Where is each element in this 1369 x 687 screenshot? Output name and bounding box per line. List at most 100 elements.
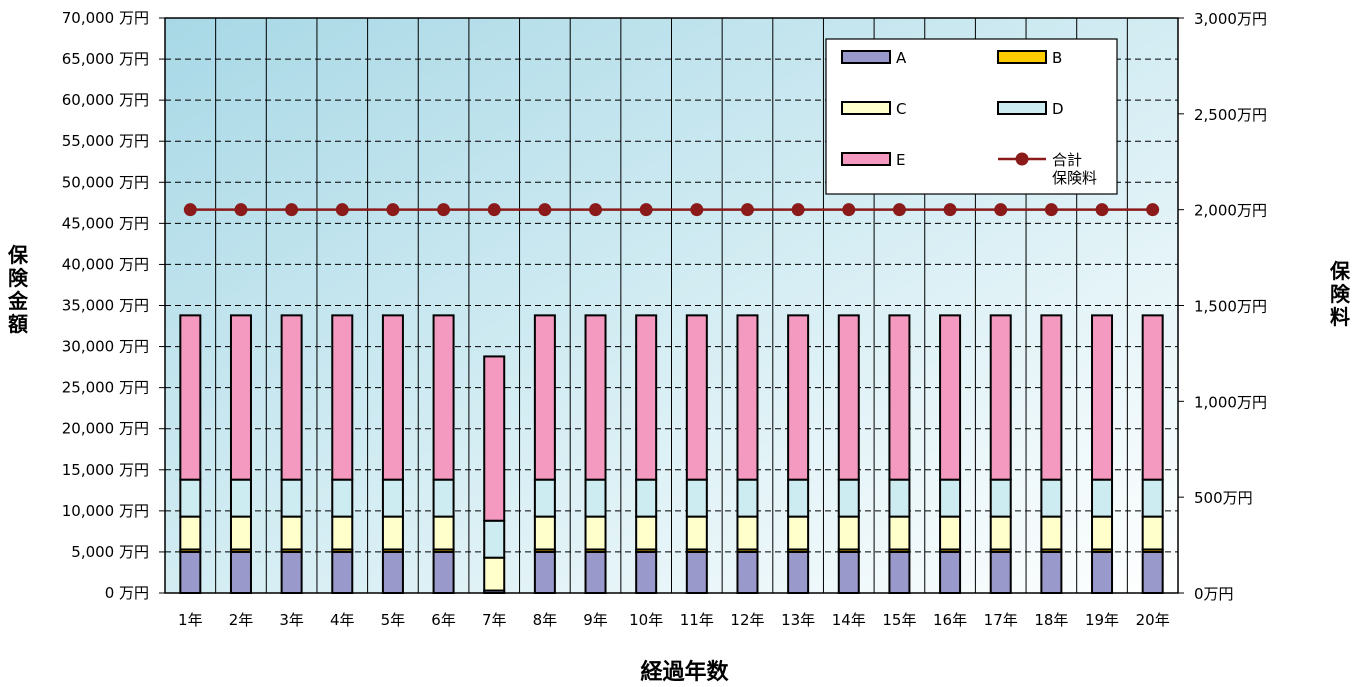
x-tick-label: 9年: [583, 611, 608, 629]
bar-segment-E: [280, 314, 303, 481]
bar-segment-E: [533, 314, 556, 481]
bar-segment-A: [837, 550, 860, 595]
legend-box: [825, 38, 1118, 195]
left-axis-ticks: 0 万円 5,000 万円 10,000 万円 15,000 万円 20,000 万円 2…: [62, 9, 165, 602]
x-tick-label: 20年: [1136, 611, 1170, 629]
bar-segment-D: [685, 478, 708, 518]
premium-point: [1095, 203, 1109, 217]
bar-segment-E: [989, 314, 1012, 481]
y-tick-label: 60,000 万円: [62, 91, 149, 109]
x-tick-label: 13年: [781, 611, 815, 629]
y-tick-label: 55,000 万円: [62, 132, 149, 150]
y-tick-label: 40,000 万円: [62, 255, 149, 273]
y2-tick-label: 1,500万円: [1194, 298, 1267, 316]
bar-segment-D: [736, 478, 759, 518]
bar-segment-D: [331, 478, 354, 518]
bar-segment-C: [837, 515, 860, 551]
y-tick-label: 25,000 万円: [62, 379, 149, 397]
y2-axis-title: 保険料: [1330, 259, 1350, 329]
bar-segment-E: [635, 314, 658, 481]
bar-segment-E: [331, 314, 354, 481]
y2-tick-label: 500万円: [1194, 489, 1253, 507]
legend-label-E: E: [896, 151, 905, 169]
bar-segment-D: [179, 478, 202, 518]
legend-swatch-A: [841, 50, 891, 64]
bar-segment-C: [635, 515, 658, 551]
y-axis-title: 保険金額: [8, 243, 28, 336]
bar-segment-D: [837, 478, 860, 518]
legend-label-D: D: [1052, 100, 1064, 118]
y-tick-label: 15,000 万円: [62, 461, 149, 479]
bar-segment-E: [483, 355, 506, 522]
legend-label-A: A: [896, 49, 907, 67]
x-tick-label: 14年: [832, 611, 866, 629]
bar-segment-E: [685, 314, 708, 481]
premium-point: [639, 203, 653, 217]
x-tick-label: 2年: [229, 611, 254, 629]
x-tick-label: 1年: [178, 611, 203, 629]
bar-segment-C: [736, 515, 759, 551]
y2-tick-label: 1,000万円: [1194, 393, 1267, 411]
right-axis-ticks: 0万円 500万円 1,000万円 1,500万円 2,000万円 2,500万円 3,00…: [1178, 10, 1267, 603]
bar-segment-C: [888, 515, 911, 551]
y-tick-label: 5,000 万円: [71, 543, 149, 561]
x-tick-label: 3年: [279, 611, 304, 629]
premium-point: [589, 203, 603, 217]
bar-segment-C: [584, 515, 607, 551]
bar-segment-D: [888, 478, 911, 518]
bar-segment-A: [381, 550, 404, 595]
legend-line-marker: [1015, 152, 1029, 166]
bar-segment-C: [381, 515, 404, 551]
bar-segment-C: [432, 515, 455, 551]
x-tick-label: 10年: [629, 611, 663, 629]
bar-segment-D: [1040, 478, 1063, 518]
premium-point: [740, 203, 754, 217]
bar-segment-D: [280, 478, 303, 518]
bar-segment-A: [736, 550, 759, 595]
bar-segment-A: [179, 550, 202, 595]
bar-segment-D: [533, 478, 556, 518]
bar-segment-D: [432, 478, 455, 518]
bar-segment-E: [584, 314, 607, 481]
bar-segment-E: [888, 314, 911, 481]
premium-point: [183, 203, 197, 217]
bar-segment-A: [280, 550, 303, 595]
bar-segment-C: [179, 515, 202, 551]
bar-segment-D: [1091, 478, 1114, 518]
x-tick-label: 4年: [330, 611, 355, 629]
bar-segment-A: [533, 550, 556, 595]
x-tick-label: 16年: [933, 611, 967, 629]
bar-segment-E: [229, 314, 252, 481]
bar-stacks: [179, 314, 1164, 595]
x-tick-label: 8年: [533, 611, 558, 629]
y2-tick-label: 0万円: [1194, 585, 1234, 603]
y2-tick-label: 2,000万円: [1194, 202, 1267, 220]
premium-point: [386, 203, 400, 217]
bar-segment-D: [229, 478, 252, 518]
bar-segment-A: [989, 550, 1012, 595]
bar-segment-D: [584, 478, 607, 518]
bar-segment-C: [483, 556, 506, 592]
legend-label-total-premium: 合計: [1052, 151, 1082, 169]
bar-segment-C: [280, 515, 303, 551]
bar-segment-D: [989, 478, 1012, 518]
premium-point: [690, 203, 704, 217]
x-axis-title: 経過年数: [640, 660, 729, 685]
bar-segment-C: [1141, 515, 1164, 551]
premium-line: [183, 203, 1160, 217]
y2-tick-label: 2,500万円: [1194, 106, 1267, 124]
x-tick-label: 19年: [1085, 611, 1119, 629]
bar-segment-D: [635, 478, 658, 518]
bar-segment-C: [787, 515, 810, 551]
premium-point: [234, 203, 248, 217]
bar-segment-C: [331, 515, 354, 551]
premium-point: [285, 203, 299, 217]
x-tick-label: 7年: [482, 611, 507, 629]
bar-segment-A: [635, 550, 658, 595]
bar-segment-A: [1091, 550, 1114, 595]
premium-point: [538, 203, 552, 217]
bar-segment-A: [229, 550, 252, 595]
legend-swatch-B: [997, 50, 1047, 64]
y-tick-label: 35,000 万円: [62, 297, 149, 315]
